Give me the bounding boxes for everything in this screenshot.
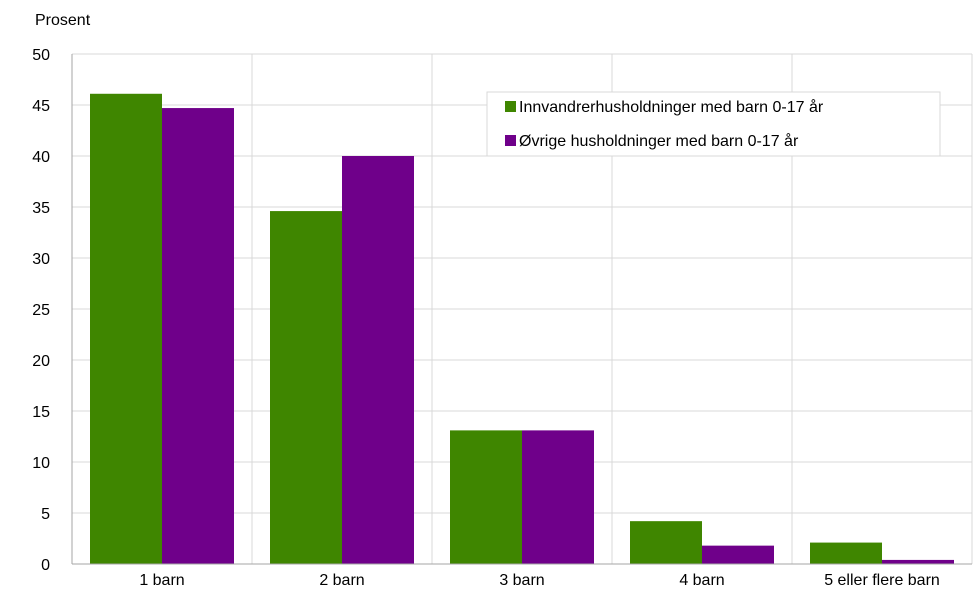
axes (71, 54, 972, 565)
x-tick-label-1: 2 barn (319, 572, 364, 589)
y-tick-labels: 0 5 10 15 20 25 30 35 40 45 50 (32, 47, 50, 574)
bar-series-0-cat-3 (630, 521, 702, 564)
bar-series-1-cat-4 (882, 559, 954, 564)
y-tick-label-45: 45 (32, 98, 50, 115)
legend-swatch-ovrige (505, 135, 516, 146)
bar-series-0-cat-4 (810, 542, 882, 564)
y-tick-label-0: 0 (41, 557, 50, 574)
bar-series-0-cat-1 (270, 211, 342, 564)
bar-series-1-cat-0 (162, 108, 234, 564)
y-tick-label-15: 15 (32, 404, 50, 421)
y-tick-label-25: 25 (32, 302, 50, 319)
y-tick-label-30: 30 (32, 251, 50, 268)
legend-label-innvandrer: Innvandrerhusholdninger med barn 0-17 år (519, 98, 824, 116)
legend-swatch-innvandrer (505, 101, 516, 112)
x-tick-labels: 1 barn 2 barn 3 barn 4 barn 5 eller flere ba… (139, 572, 940, 589)
legend-box (486, 91, 941, 157)
bar-series-1-cat-2 (522, 430, 594, 564)
y-tick-label-35: 35 (32, 200, 50, 217)
y-tick-label-5: 5 (41, 506, 50, 523)
x-tick-label-2: 3 barn (499, 572, 544, 589)
bar-series-0-cat-2 (450, 430, 522, 564)
bar-series-1-cat-3 (702, 545, 774, 564)
y-tick-label-20: 20 (32, 353, 50, 370)
x-tick-label-0: 1 barn (139, 572, 184, 589)
bar-series-1-cat-1 (342, 156, 414, 564)
bar-series-0-cat-0 (90, 93, 162, 564)
bars (90, 93, 954, 564)
x-tick-label-3: 4 barn (679, 572, 724, 589)
y-tick-label-10: 10 (32, 455, 50, 472)
x-tick-label-4: 5 eller flere barn (824, 572, 940, 589)
legend: Innvandrerhusholdninger med barn 0-17 år… (486, 91, 941, 157)
legend-label-ovrige: Øvrige husholdninger med barn 0-17 år (519, 132, 799, 150)
y-axis-title: Prosent (35, 12, 91, 29)
y-tick-label-50: 50 (32, 47, 50, 64)
y-tick-label-40: 40 (32, 149, 50, 166)
